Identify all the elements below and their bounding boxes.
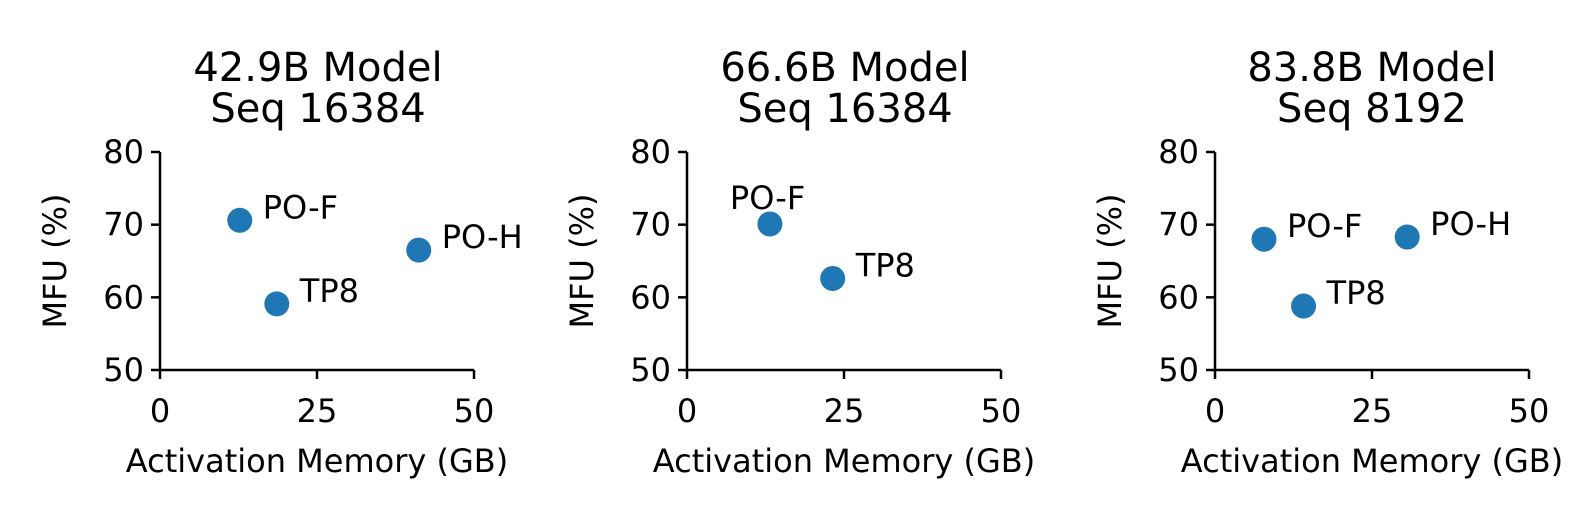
data-point-tp8 [264,291,290,317]
x-tick-label: 25 [824,392,865,430]
x-tick-label: 0 [150,392,170,430]
chart-title-line: Seq 8192 [1277,86,1467,132]
data-point-po-f [1251,226,1277,252]
x-axis-label: Activation Memory (GB) [653,442,1035,480]
x-tick-label: 50 [981,392,1022,430]
data-point-po-f [227,207,253,233]
chart-title-line: 83.8B Model [1247,45,1496,91]
y-tick-label: 60 [630,278,671,316]
y-tick-label: 50 [103,351,144,389]
data-point-tp8 [820,265,846,291]
y-tick-label: 60 [103,278,144,316]
data-point-label: TP8 [1326,274,1386,312]
x-axis-label: Activation Memory (GB) [126,442,508,480]
y-axis-label: MFU (%) [36,194,74,329]
data-point-po-f [757,211,783,237]
data-point-po-h [406,237,432,263]
chart-title-line: 42.9B Model [193,45,442,91]
x-tick-label: 50 [454,392,495,430]
data-point-label: TP8 [855,246,915,284]
y-tick-label: 70 [103,206,144,244]
data-point-label: PO-H [442,218,523,256]
y-tick-label: 60 [1158,278,1199,316]
x-tick-label: 25 [1352,392,1393,430]
y-tick-label: 70 [630,206,671,244]
y-tick-label: 80 [630,133,671,171]
y-tick-label: 80 [1158,133,1199,171]
chart-title-line: Seq 16384 [210,86,425,132]
chart-title-line: Seq 16384 [737,86,952,132]
chart-title-line: 66.6B Model [720,45,969,91]
x-tick-label: 0 [677,392,697,430]
y-axis-label: MFU (%) [1091,194,1129,329]
data-point-label: PO-F [263,188,338,226]
x-axis-label: Activation Memory (GB) [1181,442,1563,480]
x-tick-label: 25 [297,392,338,430]
y-tick-label: 70 [1158,206,1199,244]
x-tick-label: 50 [1509,392,1550,430]
data-point-label: PO-F [730,179,805,217]
y-tick-label: 80 [103,133,144,171]
y-axis-label: MFU (%) [563,194,601,329]
x-tick-label: 0 [1205,392,1225,430]
data-point-label: TP8 [299,272,359,310]
data-point-tp8 [1291,293,1317,319]
data-point-po-h [1394,224,1420,250]
data-point-label: PO-H [1430,205,1511,243]
y-tick-label: 50 [630,351,671,389]
data-point-label: PO-F [1287,207,1362,245]
y-tick-label: 50 [1158,351,1199,389]
